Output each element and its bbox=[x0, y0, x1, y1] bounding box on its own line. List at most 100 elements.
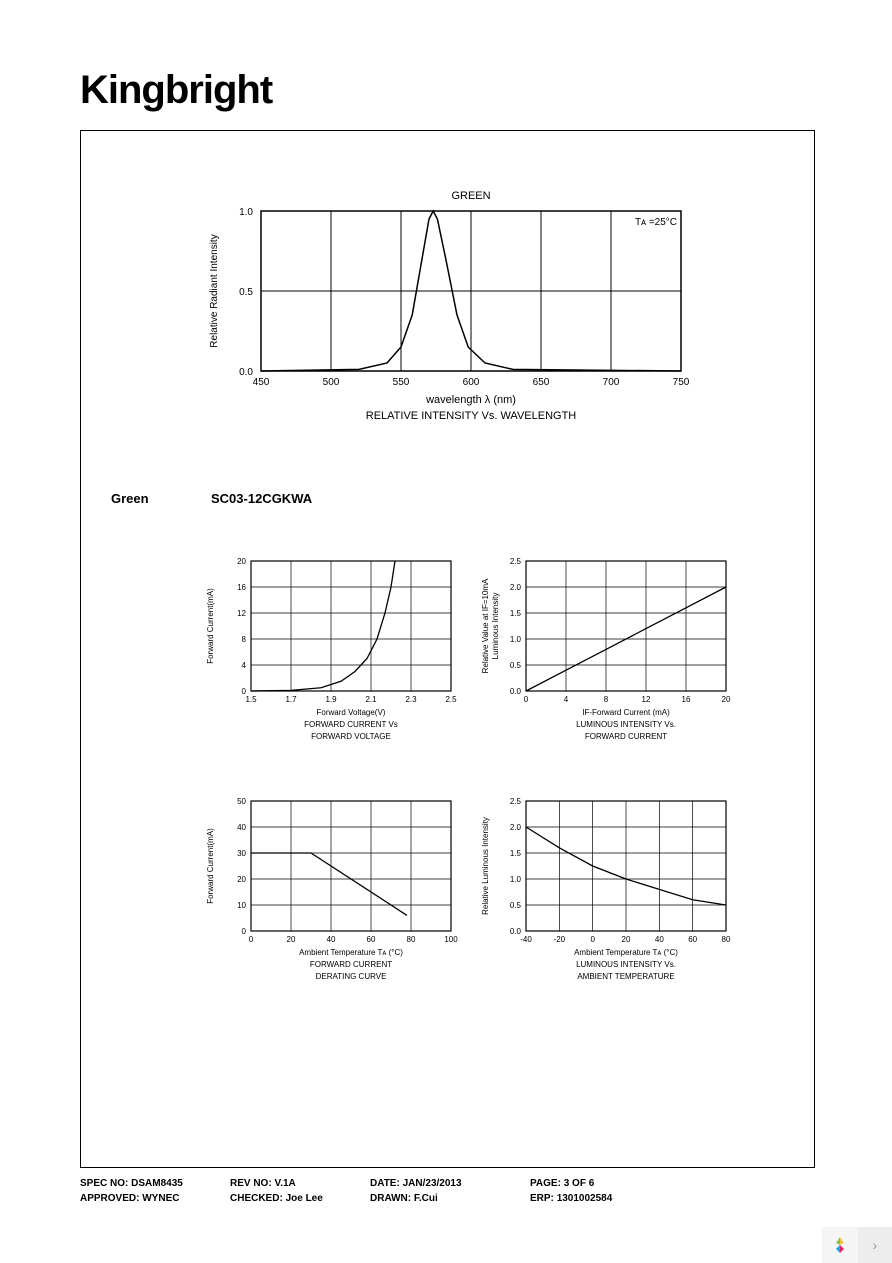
chart-derating: 02040608010001020304050Ambient Temperatu… bbox=[201, 791, 461, 996]
svg-text:1.0: 1.0 bbox=[510, 875, 522, 884]
spec-value: DSAM8435 bbox=[131, 1178, 183, 1189]
svg-text:1.9: 1.9 bbox=[325, 695, 337, 704]
svg-text:2.0: 2.0 bbox=[510, 583, 522, 592]
page-label: PAGE: bbox=[530, 1178, 561, 1189]
svg-text:0: 0 bbox=[524, 695, 529, 704]
svg-text:2.3: 2.3 bbox=[405, 695, 417, 704]
svg-text:20: 20 bbox=[622, 935, 631, 944]
svg-text:450: 450 bbox=[253, 377, 270, 388]
svg-text:1.5: 1.5 bbox=[245, 695, 257, 704]
svg-text:FORWARD VOLTAGE: FORWARD VOLTAGE bbox=[311, 732, 391, 741]
svg-text:FORWARD CURRENT: FORWARD CURRENT bbox=[585, 732, 667, 741]
footer-row-1: SPEC NO: DSAM8435 REV NO: V.1A DATE: JAN… bbox=[80, 1178, 815, 1189]
color-label: Green bbox=[111, 491, 149, 506]
svg-text:RELATIVE INTENSITY Vs. WAVELEN: RELATIVE INTENSITY Vs. WAVELENGTH bbox=[366, 410, 577, 422]
svg-text:100: 100 bbox=[444, 935, 458, 944]
svg-text:0.5: 0.5 bbox=[510, 901, 522, 910]
svg-text:Forward Voltage(V): Forward Voltage(V) bbox=[317, 708, 386, 717]
svg-text:20: 20 bbox=[237, 557, 246, 566]
svg-text:60: 60 bbox=[688, 935, 697, 944]
brand-logo: Kingbright bbox=[80, 68, 272, 113]
svg-text:wavelength λ (nm): wavelength λ (nm) bbox=[425, 394, 516, 406]
svg-text:1.5: 1.5 bbox=[510, 849, 522, 858]
svg-text:20: 20 bbox=[722, 695, 731, 704]
svg-text:40: 40 bbox=[237, 823, 246, 832]
svg-text:4: 4 bbox=[242, 661, 247, 670]
corner-logo-icon[interactable] bbox=[822, 1227, 858, 1263]
svg-text:Relative Radiant Intensity: Relative Radiant Intensity bbox=[209, 234, 220, 347]
svg-text:12: 12 bbox=[642, 695, 651, 704]
svg-text:-20: -20 bbox=[554, 935, 566, 944]
corner-next-icon[interactable]: › bbox=[858, 1227, 892, 1263]
svg-text:Relative Value at IF=10mA: Relative Value at IF=10mA bbox=[481, 578, 490, 673]
svg-text:4: 4 bbox=[564, 695, 569, 704]
svg-text:12: 12 bbox=[237, 609, 246, 618]
chart-lum-fwd: 0481216200.00.51.01.52.02.5IF-Forward Cu… bbox=[476, 551, 736, 756]
svg-text:20: 20 bbox=[287, 935, 296, 944]
svg-text:0: 0 bbox=[590, 935, 595, 944]
erp-value: 1301002584 bbox=[557, 1193, 613, 1204]
rev-value: V.1A bbox=[274, 1178, 295, 1189]
svg-text:1.0: 1.0 bbox=[239, 207, 253, 218]
svg-text:60: 60 bbox=[367, 935, 376, 944]
svg-text:0.0: 0.0 bbox=[510, 687, 522, 696]
svg-text:30: 30 bbox=[237, 849, 246, 858]
checked-value: Joe Lee bbox=[286, 1193, 323, 1204]
svg-text:600: 600 bbox=[463, 377, 480, 388]
svg-text:0.0: 0.0 bbox=[239, 367, 253, 378]
svg-text:16: 16 bbox=[237, 583, 246, 592]
chart-fwd-voltage: 1.5 1.7 1.9 2.1 2.3 2.5 0 4 8 12 16 20 Forward Volta… bbox=[201, 551, 461, 756]
chart-lum-fwd-svg: 0481216200.00.51.01.52.02.5IF-Forward Cu… bbox=[476, 551, 736, 751]
svg-text:IF-Forward Current (mA): IF-Forward Current (mA) bbox=[582, 708, 670, 717]
drawn-value: F.Cui bbox=[414, 1193, 438, 1204]
svg-text:0: 0 bbox=[249, 935, 254, 944]
part-number: SC03-12CGKWA bbox=[211, 491, 312, 506]
svg-text:80: 80 bbox=[722, 935, 731, 944]
svg-text:AMBIENT TEMPERATURE: AMBIENT TEMPERATURE bbox=[577, 972, 674, 981]
chart-derating-svg: 02040608010001020304050Ambient Temperatu… bbox=[201, 791, 461, 991]
svg-text:LUMINOUS INTENSITY Vs.: LUMINOUS INTENSITY Vs. bbox=[576, 960, 676, 969]
footer: SPEC NO: DSAM8435 REV NO: V.1A DATE: JAN… bbox=[80, 1178, 815, 1208]
svg-text:GREEN: GREEN bbox=[451, 190, 490, 202]
svg-text:Relative Luminous Intensity: Relative Luminous Intensity bbox=[481, 817, 490, 915]
svg-text:2.5: 2.5 bbox=[510, 797, 522, 806]
svg-text:Forward Current(mA): Forward Current(mA) bbox=[206, 588, 215, 664]
content-frame: 4505005506006507007500.00.51.0GREENTᴀ =2… bbox=[80, 130, 815, 1168]
svg-text:700: 700 bbox=[603, 377, 620, 388]
svg-text:Tᴀ =25°C: Tᴀ =25°C bbox=[635, 217, 677, 228]
svg-text:FORWARD CURRENT Vs: FORWARD CURRENT Vs bbox=[304, 720, 398, 729]
svg-text:DERATING CURVE: DERATING CURVE bbox=[316, 972, 387, 981]
corner-widget[interactable]: › bbox=[822, 1227, 892, 1263]
chart-fwd-voltage-svg: 1.5 1.7 1.9 2.1 2.3 2.5 0 4 8 12 16 20 Forward Volta… bbox=[201, 551, 461, 751]
svg-text:80: 80 bbox=[407, 935, 416, 944]
chart-lum-ambient: -40-200204060800.00.51.01.52.02.5Ambient… bbox=[476, 791, 736, 996]
svg-text:0.5: 0.5 bbox=[510, 661, 522, 670]
main-chart-svg: 4505005506006507007500.00.51.0GREENTᴀ =2… bbox=[201, 181, 701, 441]
svg-text:2.5: 2.5 bbox=[445, 695, 457, 704]
checked-label: CHECKED: bbox=[230, 1193, 283, 1204]
drawn-label: DRAWN: bbox=[370, 1193, 411, 1204]
svg-text:8: 8 bbox=[604, 695, 609, 704]
svg-text:Forward Current(mA): Forward Current(mA) bbox=[206, 828, 215, 904]
footer-row-2: APPROVED: WYNEC CHECKED: Joe Lee DRAWN: … bbox=[80, 1193, 815, 1204]
svg-text:16: 16 bbox=[682, 695, 691, 704]
erp-label: ERP: bbox=[530, 1193, 554, 1204]
chart-lum-ambient-svg: -40-200204060800.00.51.01.52.02.5Ambient… bbox=[476, 791, 736, 991]
svg-text:2.1: 2.1 bbox=[365, 695, 377, 704]
svg-text:650: 650 bbox=[533, 377, 550, 388]
svg-text:1.7: 1.7 bbox=[285, 695, 297, 704]
svg-text:40: 40 bbox=[327, 935, 336, 944]
svg-text:Ambient Temperature Tᴀ (°C): Ambient Temperature Tᴀ (°C) bbox=[299, 948, 403, 957]
svg-text:50: 50 bbox=[237, 797, 246, 806]
date-label: DATE: bbox=[370, 1178, 400, 1189]
svg-text:10: 10 bbox=[237, 901, 246, 910]
svg-text:0: 0 bbox=[242, 927, 247, 936]
svg-text:-40: -40 bbox=[520, 935, 532, 944]
svg-text:0: 0 bbox=[242, 687, 247, 696]
svg-text:1.5: 1.5 bbox=[510, 609, 522, 618]
svg-text:Luminous Intensity: Luminous Intensity bbox=[491, 593, 500, 660]
svg-text:550: 550 bbox=[393, 377, 410, 388]
svg-text:FORWARD CURRENT: FORWARD CURRENT bbox=[310, 960, 392, 969]
svg-text:8: 8 bbox=[242, 635, 247, 644]
svg-text:0.5: 0.5 bbox=[239, 287, 253, 298]
